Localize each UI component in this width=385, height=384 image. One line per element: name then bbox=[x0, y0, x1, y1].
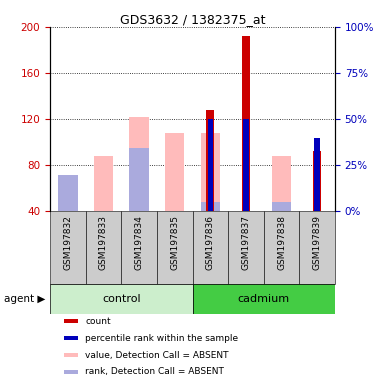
Bar bbox=[165, 133, 184, 212]
Text: count: count bbox=[85, 317, 111, 326]
Bar bbox=[206, 110, 214, 212]
Text: GSM197836: GSM197836 bbox=[206, 215, 215, 270]
Text: agent ▶: agent ▶ bbox=[4, 294, 45, 304]
Bar bbox=[228, 212, 264, 284]
Bar bbox=[157, 212, 192, 284]
Text: GSM197834: GSM197834 bbox=[135, 215, 144, 270]
Bar bbox=[64, 353, 79, 357]
Bar bbox=[313, 152, 321, 212]
Text: GSM197832: GSM197832 bbox=[64, 215, 72, 270]
Text: percentile rank within the sample: percentile rank within the sample bbox=[85, 334, 238, 343]
Bar bbox=[243, 119, 249, 212]
Bar bbox=[272, 202, 291, 212]
Bar bbox=[50, 212, 85, 284]
Bar bbox=[129, 117, 149, 212]
Bar bbox=[300, 212, 335, 284]
Bar bbox=[315, 137, 320, 212]
Bar bbox=[50, 284, 192, 314]
Bar bbox=[58, 175, 78, 212]
Bar bbox=[242, 36, 250, 212]
Bar bbox=[121, 212, 157, 284]
Text: value, Detection Call = ABSENT: value, Detection Call = ABSENT bbox=[85, 351, 229, 359]
Text: GSM197839: GSM197839 bbox=[313, 215, 321, 270]
Bar bbox=[208, 119, 213, 212]
Bar bbox=[129, 148, 149, 212]
Bar bbox=[264, 212, 300, 284]
Text: GSM197837: GSM197837 bbox=[241, 215, 250, 270]
Bar bbox=[64, 319, 79, 323]
Text: control: control bbox=[102, 294, 141, 304]
Bar bbox=[64, 336, 79, 340]
Title: GDS3632 / 1382375_at: GDS3632 / 1382375_at bbox=[120, 13, 265, 26]
Text: GSM197838: GSM197838 bbox=[277, 215, 286, 270]
Bar bbox=[85, 212, 121, 284]
Text: GSM197833: GSM197833 bbox=[99, 215, 108, 270]
Bar bbox=[94, 156, 113, 212]
Bar bbox=[201, 202, 220, 212]
Text: GSM197835: GSM197835 bbox=[170, 215, 179, 270]
Bar bbox=[192, 212, 228, 284]
Bar bbox=[272, 156, 291, 212]
Text: rank, Detection Call = ABSENT: rank, Detection Call = ABSENT bbox=[85, 367, 224, 376]
Bar bbox=[201, 133, 220, 212]
Text: cadmium: cadmium bbox=[238, 294, 290, 304]
Bar bbox=[58, 202, 78, 212]
Bar bbox=[192, 284, 335, 314]
Bar bbox=[64, 370, 79, 374]
